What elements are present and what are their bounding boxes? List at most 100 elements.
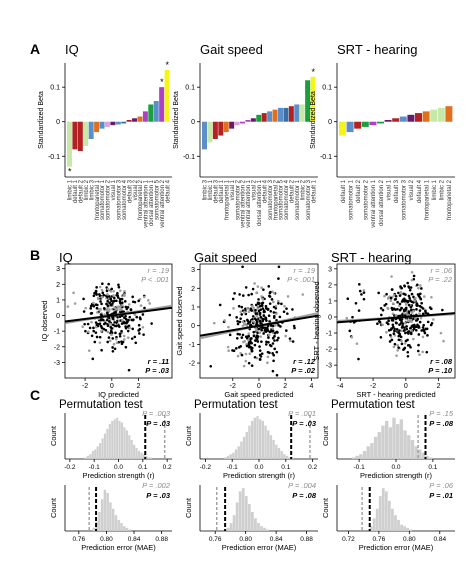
observed-point [124,325,127,328]
observed-point [106,324,110,328]
observed-point [362,297,366,301]
chart-title: IQ [59,250,73,265]
observed-point [235,336,239,340]
observed-point [391,323,395,327]
histogram-bin [377,432,381,459]
x-axis-label: Prediction strength (r) [360,471,433,480]
observed-point [403,326,406,329]
observed-point [259,308,262,312]
observed-point [117,324,120,327]
observed-point [273,334,276,338]
observed-point [264,343,268,346]
histogram-bin [120,523,123,531]
histogram-bin [381,488,385,531]
permuted-point [112,342,116,346]
observed-point [102,306,106,310]
observed-point [139,317,142,321]
histogram-bin [125,430,128,459]
x-tick-label: 0.80 [403,536,416,543]
observed-point [250,292,253,296]
permuted-point [284,334,288,338]
observed-point [237,346,241,349]
observed-point [267,336,270,339]
observed-point [106,299,109,303]
bar [399,116,407,122]
observed-point [396,307,399,311]
permuted-point [430,296,433,299]
histogram-bin [418,449,422,459]
x-axis-label: Prediction strength (r) [82,471,155,480]
stat-p-observed: P = .08 [292,491,317,500]
observed-point [233,292,236,295]
permuted-point [98,341,102,344]
permuted-point [271,327,274,330]
permuted-point [118,305,122,309]
permuted-point [392,293,396,297]
stat-p-observed: P = .10 [428,366,453,375]
observed-point [248,320,252,324]
observed-point [424,327,428,331]
observed-point [416,283,419,287]
observed-point [113,347,117,351]
histogram-bin [403,430,407,459]
histogram-bin [120,422,124,459]
permuted-point [247,332,251,335]
bar [77,121,83,152]
permuted-point [243,310,246,314]
bar [261,113,267,122]
observed-point [272,359,275,363]
permuted-point [242,364,246,368]
histogram-bin [288,457,291,459]
observed-point [126,329,130,333]
permuted-point [112,294,115,297]
observed-point [441,308,444,312]
chart-title: SRT - hearing [337,42,417,57]
observed-point [275,350,279,354]
observed-point [390,288,394,291]
observed-point [257,327,261,331]
permuted-point [399,290,403,294]
bar [164,69,170,122]
permuted-point [442,339,445,343]
histogram-bin [399,419,404,459]
x-tick-label: default 2 [356,179,362,203]
histogram-bin [275,444,278,459]
observed-point [412,274,416,278]
permuted-point [100,296,103,299]
y-tick-label: -0.1 [48,154,60,161]
observed-point [240,353,244,357]
observed-point [236,322,240,326]
x-tick-label: limbic 2 [300,179,306,200]
permuted-point [72,291,75,295]
x-tick-label: ventral attention 1 [246,179,252,227]
observed-point [390,306,394,310]
observed-point [384,302,388,306]
observed-point [83,322,86,326]
observed-point [258,358,262,361]
histogram-bin [369,526,373,531]
observed-point [119,301,122,305]
observed-point [104,328,108,332]
permuted-point [410,270,414,274]
bar [94,121,100,133]
observed-point [399,335,403,339]
histogram-bin [388,500,391,531]
permuted-point [432,318,435,321]
observed-point [241,294,245,297]
histogram-bin [94,449,97,459]
histogram-bin [118,420,121,459]
observed-point [108,320,111,323]
observed-point [376,322,379,326]
observed-point [400,319,403,323]
observed-point [101,282,104,286]
y-tick-label: -3 [54,360,60,367]
observed-point [94,321,98,324]
observed-point [407,303,411,307]
observed-point [265,340,268,344]
permuted-point [412,337,415,341]
x-tick-label: somatomotor 1 [295,179,301,220]
observed-point [403,284,406,287]
bar [240,121,245,124]
